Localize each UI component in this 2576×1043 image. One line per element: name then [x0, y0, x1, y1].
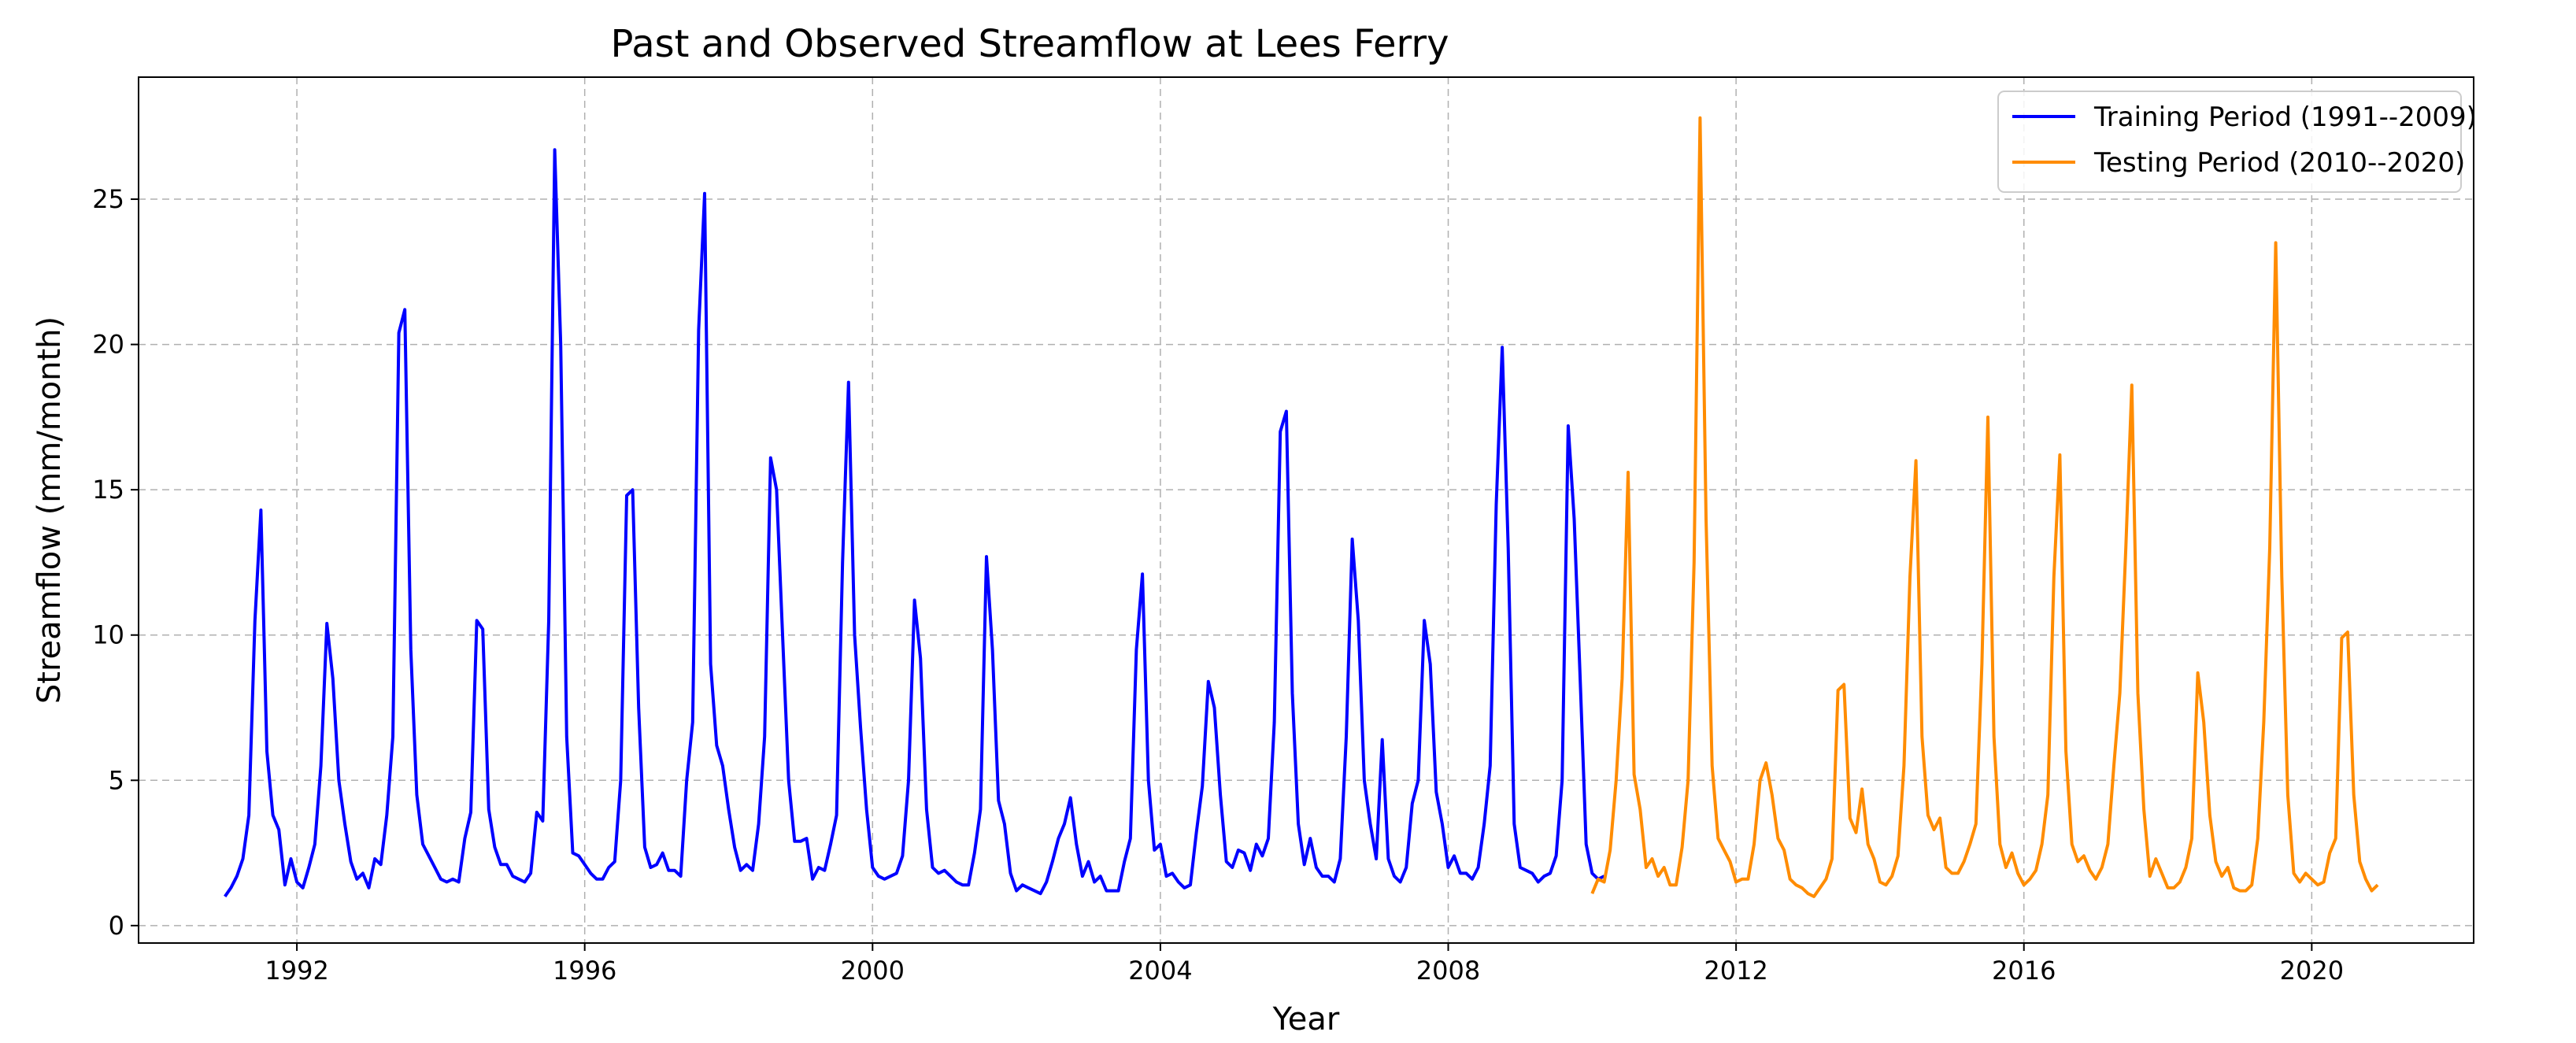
legend-label-testing: Testing Period (2010--2020) [2093, 147, 2465, 179]
x-tick-label: 2016 [1992, 956, 2056, 986]
grid-layer [139, 77, 2474, 943]
y-tick-label: 0 [109, 911, 124, 941]
series-line-training [224, 148, 1605, 898]
x-tick-label: 2000 [841, 956, 905, 986]
x-axis-label: Year [1272, 1001, 1340, 1037]
y-tick-label: 20 [92, 330, 124, 360]
x-tick-label: 2020 [2280, 956, 2344, 986]
tick-layer: 1992 1996 2000 2004 2008 2012 2016 2020 0 5 10 15 20… [92, 184, 2344, 986]
plot-frame [138, 76, 2474, 944]
y-axis-label: Streamflow (mm/month) [31, 316, 68, 704]
x-tick-label: 2012 [1704, 956, 1767, 986]
x-tick-label: 1992 [265, 956, 328, 986]
legend: Training Period (1991--2009) Testing Per… [1997, 91, 2477, 193]
chart-title: Past and Observed Streamflow at Lees Fer… [610, 22, 1449, 66]
y-tick-label: 10 [92, 620, 124, 650]
x-tick-label: 2004 [1128, 956, 1192, 986]
y-tick-label: 5 [109, 765, 124, 795]
y-tick-label: 25 [92, 184, 124, 214]
x-tick-label: 2008 [1416, 956, 1480, 986]
x-tick-label: 1996 [553, 956, 616, 986]
series-layer [224, 116, 2379, 898]
y-tick-label: 15 [92, 475, 124, 505]
legend-box [1997, 91, 2462, 193]
series-line-testing [1590, 116, 2379, 898]
legend-label-training: Training Period (1991--2009) [2093, 102, 2477, 133]
